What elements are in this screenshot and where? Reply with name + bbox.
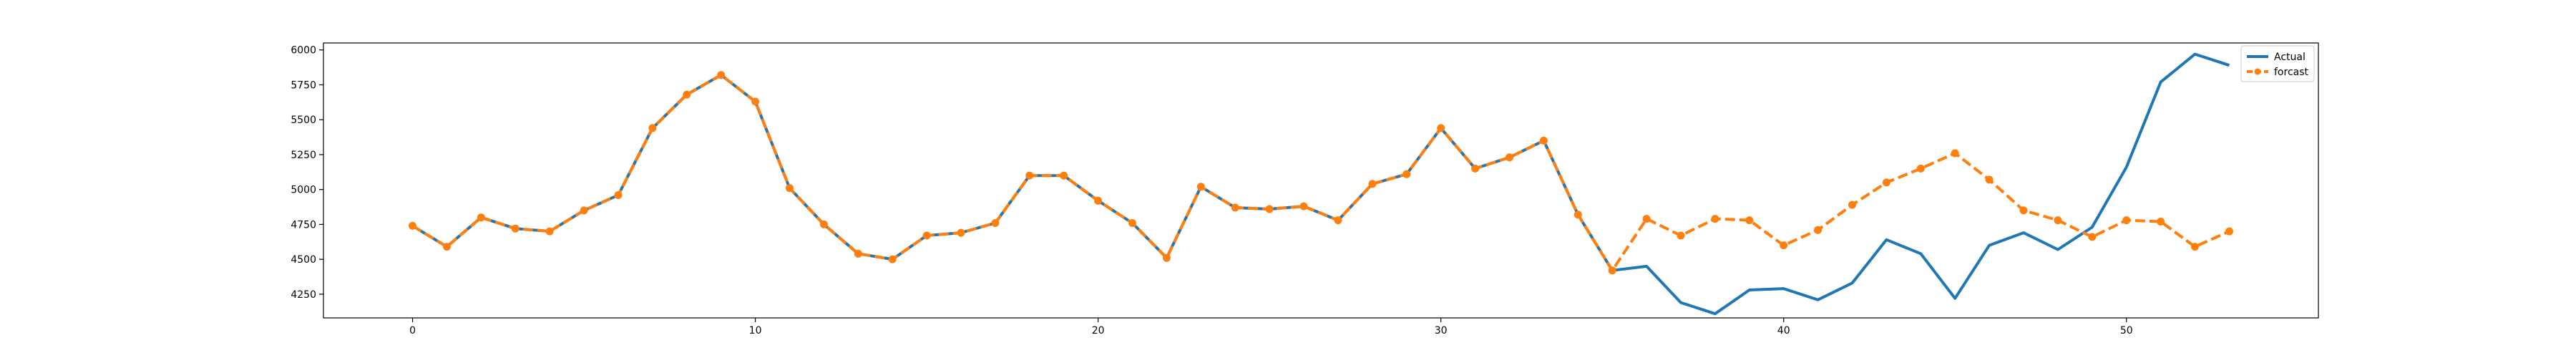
data-point-forcast-10 <box>751 97 760 106</box>
data-point-forcast-1 <box>443 243 451 251</box>
data-point-forcast-4 <box>545 227 554 236</box>
data-point-forcast-49 <box>2088 233 2097 241</box>
x-tick-label: 0 <box>409 325 416 337</box>
legend-marker-forcast <box>2254 68 2261 75</box>
data-point-forcast-2 <box>477 213 485 222</box>
x-axis: 0 10 20 30 40 50 <box>409 318 2133 337</box>
y-tick-label: 5250 <box>291 150 316 161</box>
data-point-forcast-0 <box>409 221 416 230</box>
x-tick-label: 40 <box>1777 325 1790 337</box>
x-tick-label: 30 <box>1435 325 1448 337</box>
data-point-forcast-7 <box>648 124 657 132</box>
data-point-forcast-48 <box>2054 216 2062 225</box>
y-tick-label: 6000 <box>291 45 316 57</box>
data-point-forcast-27 <box>1334 216 1342 225</box>
legend-label-forcast: forcast <box>2274 67 2309 78</box>
data-point-forcast-23 <box>1196 183 1205 191</box>
data-point-forcast-25 <box>1265 205 1274 213</box>
data-point-forcast-24 <box>1231 203 1239 212</box>
data-point-forcast-51 <box>2157 218 2165 226</box>
data-point-forcast-53 <box>2225 227 2233 236</box>
data-point-forcast-21 <box>1128 219 1136 227</box>
series-line-forcast <box>411 73 2230 272</box>
data-point-forcast-47 <box>2019 206 2028 215</box>
data-point-forcast-37 <box>1677 231 1685 240</box>
legend: Actual forcast <box>2240 45 2315 82</box>
y-tick-label: 5000 <box>291 185 316 196</box>
data-point-forcast-39 <box>1745 216 1754 225</box>
data-point-forcast-44 <box>1916 164 1925 173</box>
data-point-forcast-31 <box>1471 164 1480 173</box>
data-point-forcast-12 <box>819 220 828 228</box>
x-tick-label: 50 <box>2120 325 2133 337</box>
data-point-forcast-17 <box>991 219 1000 227</box>
plot-area-frame <box>323 42 2319 319</box>
y-tick-label: 5500 <box>291 115 316 126</box>
data-point-forcast-30 <box>1437 124 1445 132</box>
data-point-forcast-14 <box>888 255 897 263</box>
data-point-forcast-41 <box>1814 226 1823 234</box>
series-layer <box>409 52 2233 316</box>
data-point-forcast-46 <box>1985 175 1994 184</box>
data-point-forcast-32 <box>1506 153 1513 162</box>
data-point-forcast-36 <box>1642 215 1651 223</box>
legend-label-actual: Actual <box>2274 52 2306 63</box>
data-point-forcast-42 <box>1848 200 1856 209</box>
data-point-forcast-43 <box>1882 178 1890 187</box>
data-point-forcast-50 <box>2122 216 2131 225</box>
data-point-forcast-40 <box>1780 241 1788 250</box>
y-tick-label: 4500 <box>291 254 316 266</box>
data-point-forcast-9 <box>717 71 726 79</box>
data-point-forcast-33 <box>1539 136 1548 145</box>
data-point-forcast-6 <box>614 191 623 199</box>
data-point-forcast-18 <box>1025 171 1034 180</box>
data-point-forcast-29 <box>1402 170 1411 178</box>
x-tick-label: 10 <box>749 325 762 337</box>
data-point-forcast-5 <box>580 206 588 215</box>
data-point-forcast-20 <box>1094 196 1103 205</box>
y-axis: 4250 4500 4750 5000 5250 5500 5750 6000 <box>291 45 323 301</box>
y-tick-label: 5750 <box>291 79 316 91</box>
y-tick-label: 4250 <box>291 289 316 301</box>
data-point-forcast-13 <box>854 249 862 258</box>
data-point-forcast-45 <box>1951 149 1959 158</box>
data-point-forcast-15 <box>922 231 931 240</box>
data-point-forcast-19 <box>1060 171 1068 180</box>
y-tick-label: 4750 <box>291 219 316 231</box>
data-point-forcast-22 <box>1162 253 1171 262</box>
data-point-forcast-26 <box>1299 202 1308 211</box>
data-point-forcast-8 <box>683 90 691 99</box>
data-point-forcast-34 <box>1574 211 1582 219</box>
data-point-forcast-16 <box>957 228 965 237</box>
data-point-forcast-38 <box>1711 215 1719 223</box>
x-tick-label: 20 <box>1092 325 1105 337</box>
data-point-forcast-35 <box>1608 266 1616 275</box>
data-point-forcast-3 <box>511 224 519 233</box>
data-point-forcast-52 <box>2191 243 2199 251</box>
data-point-forcast-28 <box>1368 180 1377 188</box>
data-point-forcast-11 <box>786 184 794 193</box>
